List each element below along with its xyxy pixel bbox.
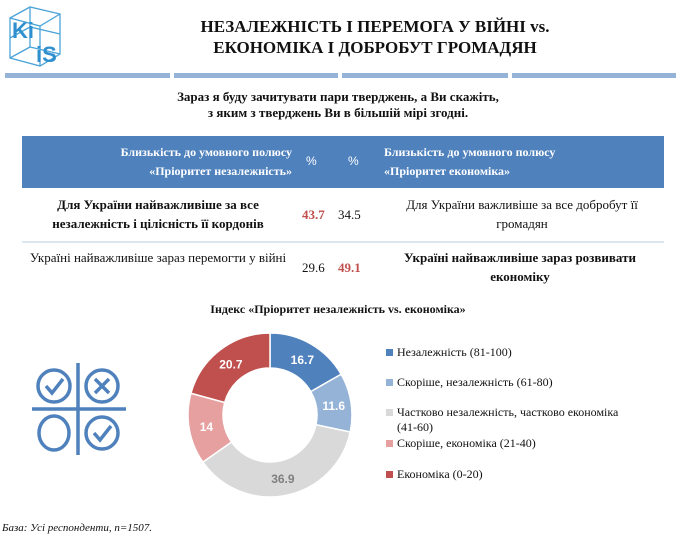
row-divider — [22, 241, 664, 243]
slice-label: 20.7 — [219, 358, 243, 372]
row-right: Україні найважливіше зараз розвивати еко… — [404, 250, 636, 284]
legend-item: Незалежність (81-100) — [386, 345, 646, 360]
table-row: Для України найважливіше за все незалежн… — [22, 195, 664, 239]
svg-text:Ki: Ki — [12, 18, 34, 43]
donut-slice — [201, 423, 352, 498]
divider — [342, 73, 508, 78]
page-title: НЕЗАЛЕЖНІСТЬ І ПЕРЕМОГА У ВІЙНІ vs. ЕКОНО… — [150, 16, 600, 58]
row-value: 34.5 — [338, 207, 361, 222]
header-text: «Пріоритет економіка» — [384, 164, 511, 178]
header-pct: % — [306, 154, 317, 168]
legend-label: Скоріше, незалежність (61-80) — [397, 375, 553, 389]
tic-tac-toe-icon — [30, 360, 130, 465]
legend-item: Економіка (0-20) — [386, 467, 646, 482]
row-value: 49.1 — [338, 260, 361, 275]
slice-label: 11.6 — [322, 399, 345, 413]
legend-swatch — [386, 471, 393, 478]
legend-swatch — [386, 349, 393, 356]
question-line: Зараз я буду зачитувати пари тверджень, … — [177, 89, 499, 104]
header-right: Близькість до умовного полюсу «Пріоритет … — [384, 143, 654, 181]
header-text: Близькість до умовного полюсу — [120, 145, 292, 159]
legend-swatch — [386, 379, 393, 386]
legend-label: Економіка (0-20) — [397, 467, 483, 481]
header-left: Близькість до умовного полюсу «Пріоритет … — [22, 143, 292, 181]
divider — [5, 73, 170, 78]
row-value: 43.7 — [302, 207, 325, 222]
title-line: НЕЗАЛЕЖНІСТЬ І ПЕРЕМОГА У ВІЙНІ vs. — [200, 17, 550, 36]
row-right: Для України важливіше за все добробут її… — [406, 197, 638, 231]
kiis-logo: Ki iS — [6, 4, 64, 68]
divider — [512, 73, 676, 78]
slice-label: 36.9 — [271, 472, 295, 486]
legend-label: Незалежність (81-100) — [397, 345, 512, 359]
row-value: 29.6 — [302, 260, 325, 275]
chart-title: Індекс «Пріоритет незалежність vs. еконо… — [210, 302, 466, 316]
legend-item: Скоріше, економіка (21-40) — [386, 436, 646, 451]
table-header: Близькість до умовного полюсу «Пріоритет … — [22, 136, 664, 188]
legend-item: Скоріше, незалежність (61-80) — [386, 375, 646, 390]
svg-text:iS: iS — [36, 42, 57, 67]
slice-label: 14 — [200, 420, 214, 434]
title-line: ЕКОНОМІКА І ДОБРОБУТ ГРОМАДЯН — [213, 38, 537, 57]
legend-label: Частково незалежність, частково економік… — [397, 405, 619, 434]
question-text: Зараз я буду зачитувати пари тверджень, … — [100, 89, 576, 121]
footer-note: База: Усі респонденти, n=1507. — [2, 522, 152, 534]
row-left: Для України найважливіше за все незалежн… — [52, 197, 264, 231]
question-line: з яким з тверджень Ви в більшій мірі зго… — [207, 105, 469, 120]
legend-label: Скоріше, економіка (21-40) — [397, 436, 536, 450]
table-row: Україні найважливіше зараз перемогти у в… — [22, 248, 664, 288]
legend-swatch — [386, 440, 393, 447]
legend-swatch — [386, 409, 393, 416]
divider — [174, 73, 338, 78]
donut-chart: 16.7 11.6 36.9 14 20.7 — [187, 332, 353, 498]
donut-slice — [190, 332, 271, 404]
slice-label: 16.7 — [291, 353, 315, 367]
legend-item: Частково незалежність, частково економік… — [386, 405, 646, 435]
row-left: Україні найважливіше зараз перемогти у в… — [29, 250, 287, 265]
header-pct: % — [348, 154, 359, 168]
header-text: «Пріоритет незалежність» — [149, 164, 292, 178]
header-text: Близькість до умовного полюсу — [384, 145, 556, 159]
